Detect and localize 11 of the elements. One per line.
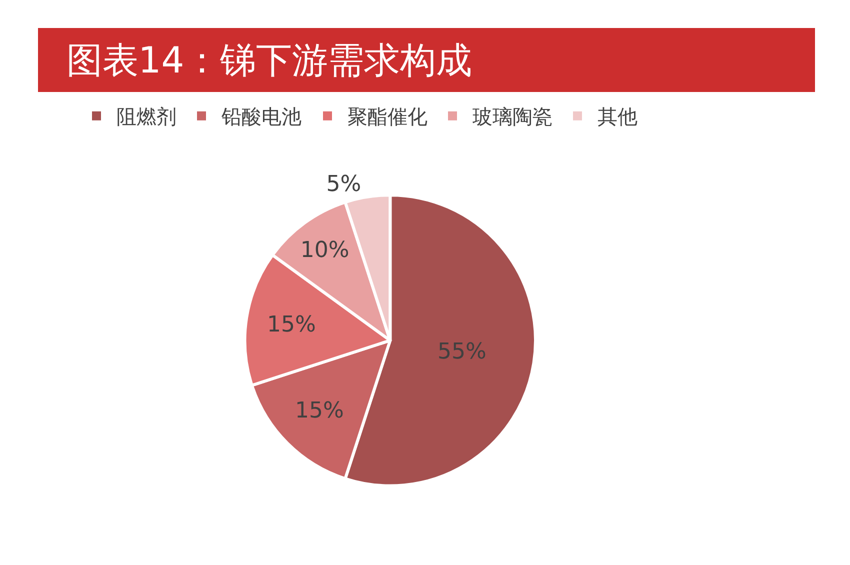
legend-label: 铅酸电池 — [220, 104, 302, 129]
legend-label: 阻燃剂 — [116, 104, 176, 129]
chart-title: 图表14：锑下游需求构成 — [66, 40, 472, 82]
data-label: 15% — [295, 398, 344, 424]
legend-label: 聚酯催化 — [348, 104, 428, 129]
data-label: 55% — [437, 339, 486, 364]
data-label: 5% — [326, 172, 362, 198]
legend-label: 其他 — [598, 104, 638, 129]
data-label: 10% — [300, 238, 350, 264]
legend-label: 玻璃陶瓷 — [472, 104, 552, 129]
data-label: 15% — [266, 312, 316, 338]
